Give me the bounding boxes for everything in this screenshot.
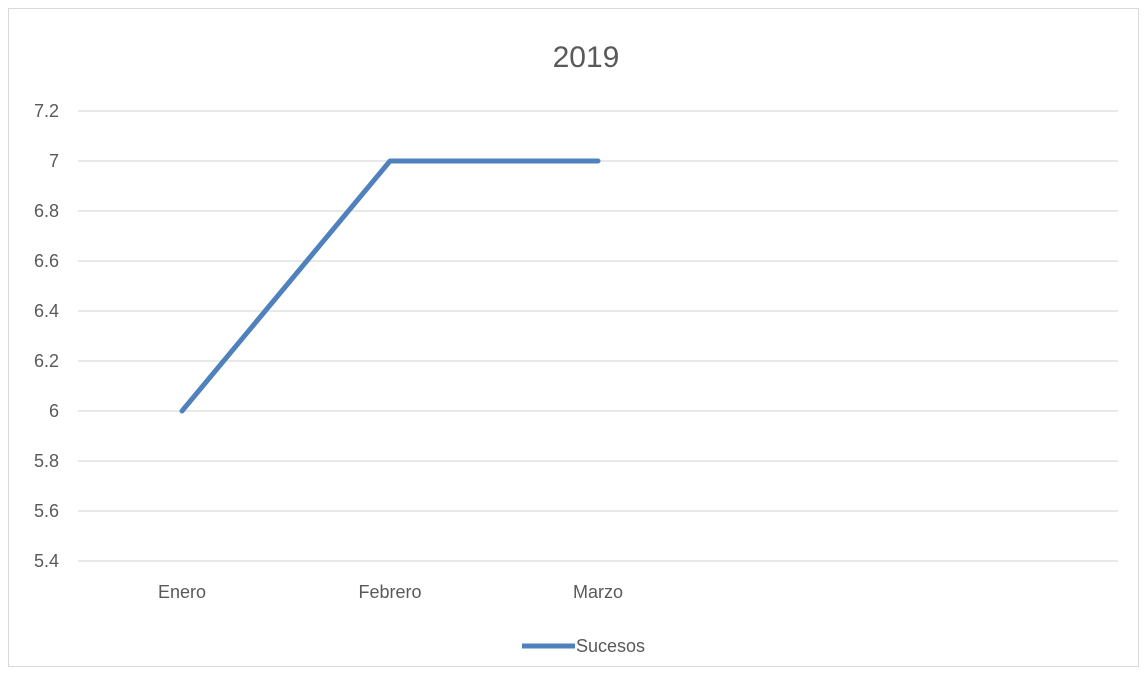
y-tick-label: 6.4 [34, 301, 59, 321]
gridlines [78, 110, 1118, 562]
x-tick-label: Febrero [358, 582, 421, 602]
x-tick-label: Marzo [573, 582, 623, 602]
series-lines [179, 158, 601, 414]
y-tick-label: 5.6 [34, 501, 59, 521]
y-tick-label: 6 [49, 401, 59, 421]
x-axis-tick-labels: Enero Febrero Marzo [158, 582, 623, 602]
y-tick-label: 7 [49, 151, 59, 171]
series-line-0 [179, 158, 601, 414]
y-tick-label: 5.8 [34, 451, 59, 471]
chart-title: 2019 [553, 41, 620, 74]
y-tick-label: 7.2 [34, 101, 59, 121]
line-chart: 2019 5.4 5.6 5.8 6 6.2 6.4 6.6 6.8 7 7.2 Enero Feb… [34, 41, 1118, 656]
y-tick-label: 6.8 [34, 201, 59, 221]
y-tick-label: 6.2 [34, 351, 59, 371]
y-tick-label: 6.6 [34, 251, 59, 271]
chart-area: 2019 5.4 5.6 5.8 6 6.2 6.4 6.6 6.8 7 7.2 Enero Feb… [8, 8, 1139, 667]
legend-label: Sucesos [576, 636, 645, 656]
legend: Sucesos [522, 636, 645, 656]
y-axis-tick-labels: 5.4 5.6 5.8 6 6.2 6.4 6.6 6.8 7 7.2 [34, 101, 59, 571]
x-tick-label: Enero [158, 582, 206, 602]
y-tick-label: 5.4 [34, 551, 59, 571]
